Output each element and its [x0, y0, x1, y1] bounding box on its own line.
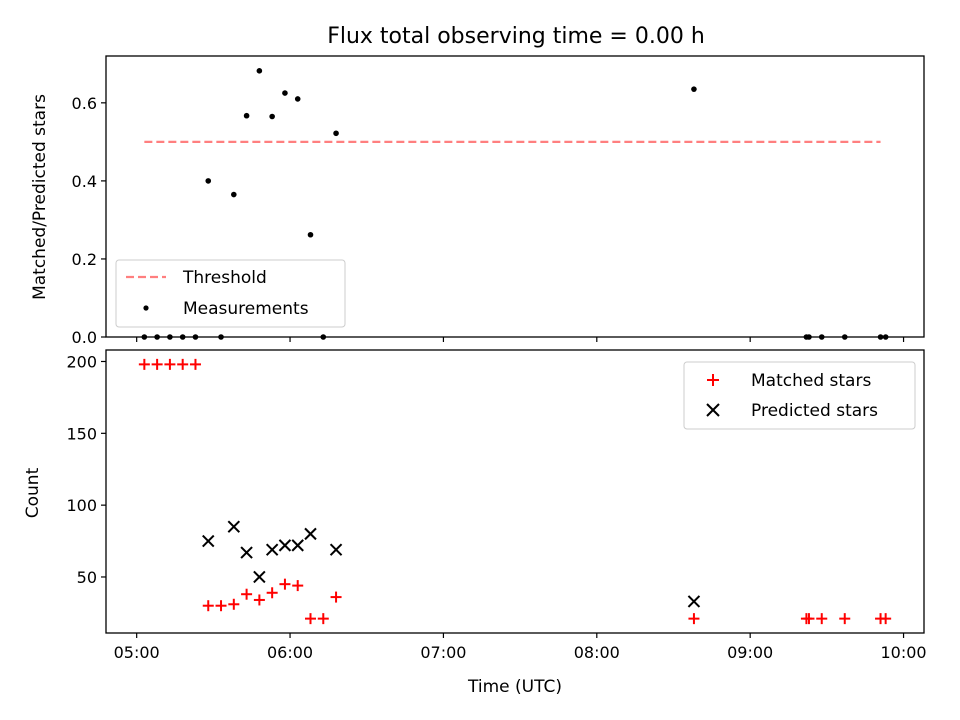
top-legend-box [115, 259, 346, 328]
matched-star-point [279, 578, 291, 590]
matched-star-point [880, 613, 892, 625]
predicted-star-point [265, 543, 279, 556]
bottom-ytick-label: 100 [66, 496, 97, 515]
bottom-axes-frame [105, 349, 925, 634]
matched-star-point [688, 613, 700, 625]
top-axes-frame [105, 55, 925, 338]
measurement-point [307, 231, 314, 238]
bottom-xtick-label: 08:00 [574, 643, 620, 662]
bottom-chart-xlabel: Time (UTC) [467, 677, 562, 697]
bottom-xtick-label: 05:00 [114, 643, 160, 662]
matched-star-point [151, 358, 163, 370]
matched-star-point [215, 600, 227, 612]
top-chart-ylabel: Matched/Predicted stars [30, 94, 50, 300]
bottom-legend: Matched stars Predicted stars [683, 361, 916, 430]
measurements-legend-marker [143, 305, 149, 311]
matched-star-point [305, 613, 316, 625]
bottom-xtick-label: 09:00 [727, 643, 773, 662]
matched-star-point [202, 600, 214, 612]
top-legend: Threshold Measurements [115, 259, 346, 328]
matched-legend-label: Matched stars [751, 371, 871, 391]
top-chart-title: Flux total observing time = 0.00 h [327, 24, 705, 49]
measurement-point [691, 86, 697, 92]
matched-star-point [164, 358, 176, 370]
matched-star-point [177, 358, 189, 370]
predicted-star-point [240, 546, 253, 559]
predicted-star-point [291, 539, 304, 552]
top-ytick-label: 0.2 [72, 250, 97, 269]
bottom-chart-ylabel: Count [23, 467, 43, 518]
predicted-star-point [253, 570, 266, 584]
measurement-point [231, 191, 237, 198]
measurement-point [294, 96, 301, 102]
top-ytick-label: 0.0 [72, 328, 97, 347]
bottom-xtick-label: 06:00 [267, 643, 313, 662]
matched-star-point [803, 613, 815, 625]
predicted-star-point [227, 520, 241, 533]
matched-star-point [228, 598, 240, 610]
predicted-star-point [304, 527, 317, 541]
matched-star-point [189, 358, 201, 370]
matched-star-point [839, 613, 851, 625]
matched-star-point [266, 587, 278, 599]
measurement-point [243, 112, 250, 119]
bottom-plot-area: 50 100 150 200 05:00 06:00 07:00 08:00 09:00 10:0… [66, 352, 926, 662]
bottom-xtick-label: 10:00 [880, 643, 926, 662]
bottom-legend-box [683, 361, 916, 430]
bottom-ytick-label: 150 [66, 424, 97, 443]
measurement-point [256, 68, 263, 74]
predicted-star-point [687, 595, 701, 608]
predicted-star-point [278, 539, 292, 552]
top-plot-area: 0.0 0.2 0.4 0.6 [72, 68, 905, 347]
measurement-point [205, 178, 212, 184]
predicted-legend-label: Predicted stars [751, 401, 878, 421]
matched-star-point [816, 613, 828, 625]
matched-star-point [317, 613, 329, 625]
measurement-point [269, 113, 275, 120]
predicted-star-point [329, 543, 343, 556]
matched-star-point [241, 588, 253, 600]
matched-star-point [292, 580, 304, 592]
bottom-ytick-label: 50 [77, 568, 97, 587]
matched-star-point [253, 594, 265, 606]
matched-star-point [330, 591, 342, 603]
matched-legend-marker [707, 374, 719, 386]
measurement-point [333, 130, 339, 137]
measurement-point [282, 90, 288, 96]
threshold-legend-label: Threshold [182, 268, 267, 288]
predicted-star-point [202, 534, 215, 548]
matched-star-point [138, 358, 150, 370]
top-ytick-label: 0.6 [72, 94, 97, 113]
top-ytick-label: 0.4 [72, 172, 97, 191]
measurements-legend-label: Measurements [183, 299, 309, 319]
predicted-legend-marker [706, 403, 720, 417]
bottom-ytick-label: 200 [66, 352, 97, 371]
bottom-xtick-label: 07:00 [420, 643, 466, 662]
